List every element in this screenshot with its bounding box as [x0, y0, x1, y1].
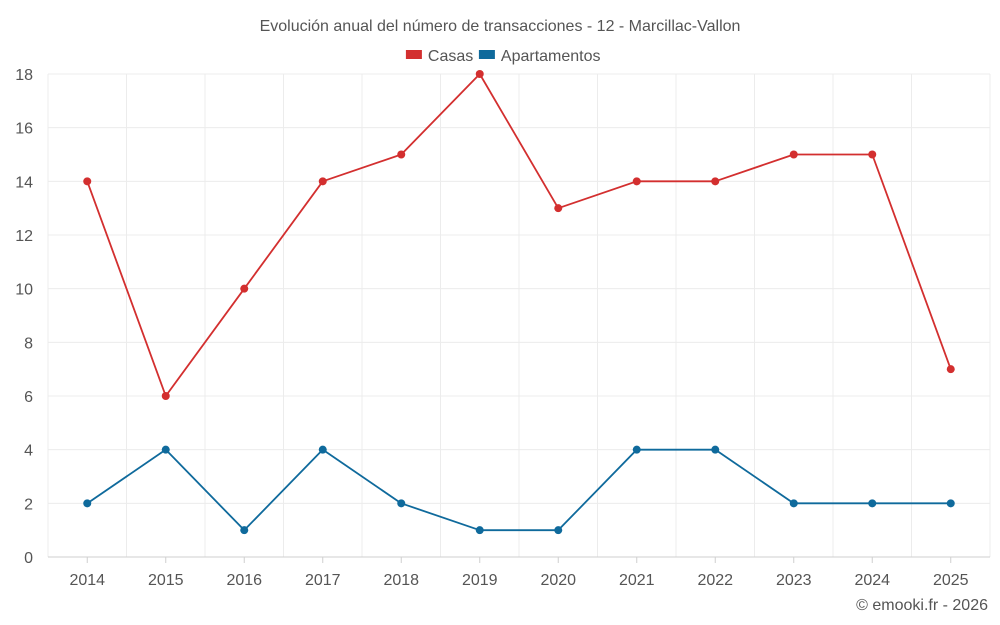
data-point-apartamentos-2020[interactable] [554, 526, 563, 535]
grid [47, 73, 991, 558]
y-tick-label: 16 [15, 121, 33, 138]
credit-text: © emooki.fr - 2026 [856, 597, 988, 614]
x-tick-label: 2019 [462, 572, 498, 589]
data-point-casas-2016[interactable] [240, 284, 249, 293]
data-point-apartamentos-2016[interactable] [240, 526, 249, 535]
x-tick-label: 2023 [776, 572, 812, 589]
series-line-apartamentos [86, 448, 951, 532]
legend: Casas Apartamentos [405, 48, 601, 65]
data-point-casas-2018[interactable] [397, 150, 406, 159]
legend-swatch [478, 50, 495, 59]
x-tick-label: 2022 [697, 572, 733, 589]
y-tick-label: 4 [24, 443, 33, 460]
data-point-apartamentos-2025[interactable] [946, 499, 955, 508]
data-point-casas-2023[interactable] [789, 150, 798, 159]
series-casas [83, 70, 955, 400]
data-point-casas-2014[interactable] [83, 177, 92, 186]
data-point-casas-2020[interactable] [554, 204, 563, 213]
series-group [83, 70, 955, 535]
y-axis: 0 2 4 6 8 10 12 14 16 18 [15, 67, 33, 567]
data-point-casas-2022[interactable] [711, 177, 720, 186]
data-point-apartamentos-2022[interactable] [711, 445, 720, 454]
data-point-casas-2019[interactable] [475, 70, 484, 78]
data-point-apartamentos-2017[interactable] [318, 445, 327, 454]
data-point-casas-2024[interactable] [868, 150, 877, 159]
y-tick-label: 2 [24, 496, 33, 513]
y-tick-label: 8 [24, 335, 33, 352]
y-tick-label: 14 [15, 174, 33, 191]
y-tick-label: 10 [15, 282, 33, 299]
data-point-casas-2025[interactable] [946, 365, 955, 374]
data-point-apartamentos-2023[interactable] [789, 499, 798, 508]
data-point-apartamentos-2021[interactable] [632, 445, 641, 454]
y-tick-label: 0 [24, 550, 33, 567]
y-tick-label: 6 [24, 389, 33, 406]
x-tick-label: 2024 [854, 572, 890, 589]
x-tick-label: 2014 [69, 572, 105, 589]
data-point-apartamentos-2024[interactable] [868, 499, 877, 508]
legend-item-casas[interactable]: Casas [405, 48, 473, 65]
y-tick-label: 12 [15, 228, 33, 245]
legend-swatch [405, 50, 422, 59]
x-tick-label: 2016 [226, 572, 262, 589]
data-point-apartamentos-2014[interactable] [83, 499, 92, 508]
x-tick-label: 2018 [383, 572, 419, 589]
legend-label: Casas [428, 48, 473, 65]
y-tick-label: 18 [15, 67, 33, 84]
x-tick-label: 2021 [619, 572, 655, 589]
x-tick-label: 2017 [305, 572, 341, 589]
data-point-casas-2017[interactable] [318, 177, 327, 186]
legend-item-apartamentos[interactable]: Apartamentos [478, 48, 601, 65]
series-apartamentos [83, 445, 955, 535]
data-point-apartamentos-2018[interactable] [397, 499, 406, 508]
data-point-casas-2015[interactable] [161, 392, 170, 400]
x-tick-label: 2020 [540, 572, 576, 589]
data-point-casas-2021[interactable] [632, 177, 641, 186]
chart-title: Evolución anual del número de transaccio… [260, 18, 741, 35]
x-axis: 2014 2015 2016 2017 2018 2019 2020 2021 2022 2023… [69, 557, 969, 589]
data-point-apartamentos-2015[interactable] [161, 445, 170, 454]
x-tick-label: 2025 [933, 572, 969, 589]
data-point-apartamentos-2019[interactable] [475, 526, 484, 535]
series-line-casas [86, 73, 952, 397]
legend-label: Apartamentos [501, 48, 601, 65]
x-tick-label: 2015 [148, 572, 184, 589]
